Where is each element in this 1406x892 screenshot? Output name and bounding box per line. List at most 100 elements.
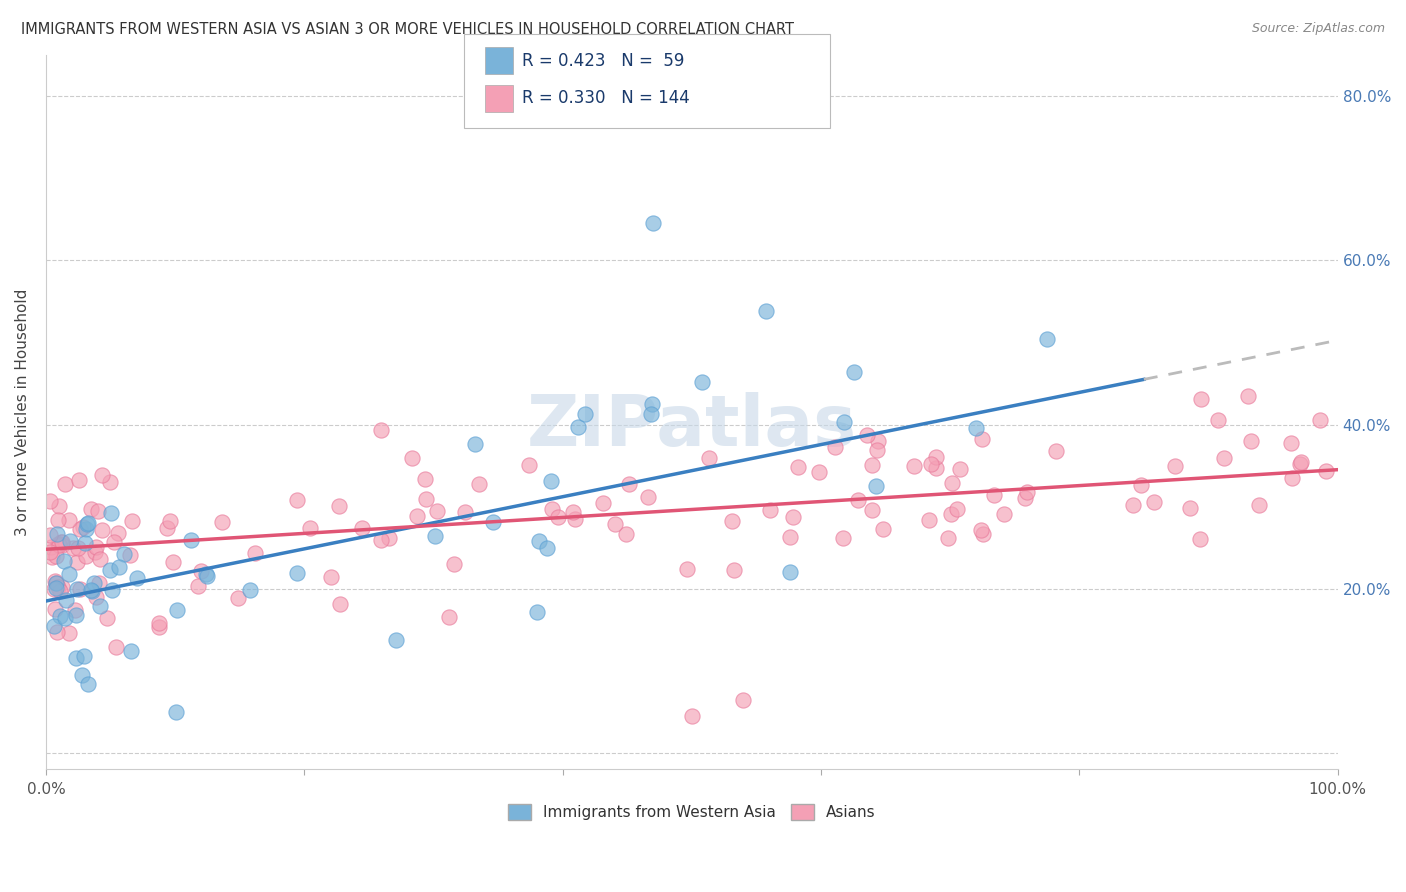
Point [592,496,614,510]
Point [58,567,80,582]
Point [45,581,67,595]
Point [865,479,887,493]
Point [972,527,994,541]
Point [46,625,69,640]
Point [936,531,959,545]
Point [641,397,664,411]
Point [44,602,66,616]
Point [66,541,89,555]
Point [58,625,80,640]
Point [423,529,446,543]
Point [920,457,942,471]
Point [925,450,948,465]
Point [824,440,846,454]
Text: R = 0.330   N = 144: R = 0.330 N = 144 [522,89,689,107]
Point [195,569,218,583]
Point [872,523,894,537]
Point [98,563,121,577]
Point [1279,435,1302,450]
Point [73,536,96,550]
Point [329,597,352,611]
Point [1122,498,1144,512]
Point [49,583,72,598]
Point [42,619,65,633]
Point [831,531,853,545]
Point [285,492,308,507]
Point [415,492,437,507]
Point [180,533,202,548]
Point [903,458,925,473]
Point [165,705,187,719]
Point [378,531,401,545]
Point [1189,392,1212,406]
Point [51,538,73,552]
Point [66,582,89,596]
Point [405,508,427,523]
Point [77,516,100,531]
Point [72,649,94,664]
Point [187,579,209,593]
Point [159,514,181,528]
Point [75,522,97,536]
Point [39,541,62,555]
Point [67,473,90,487]
Point [759,502,782,516]
Point [723,563,745,577]
Point [529,534,551,549]
Point [84,541,107,555]
Point [1017,484,1039,499]
Point [352,521,374,535]
Point [53,477,76,491]
Point [75,549,97,563]
Point [79,502,101,516]
Point [946,502,969,516]
Point [226,591,249,605]
Point [72,520,94,534]
Point [80,582,103,597]
Point [98,475,121,489]
Y-axis label: 3 or more Vehicles in Household: 3 or more Vehicles in Household [15,288,30,536]
Point [401,450,423,465]
Point [91,523,114,537]
Point [1281,471,1303,485]
Point [39,494,62,508]
Point [676,562,699,576]
Point [51,534,73,549]
Point [125,571,148,585]
Point [53,554,76,568]
Point [370,423,392,437]
Point [1212,450,1234,465]
Point [640,407,662,421]
Point [84,590,107,604]
Point [370,533,392,548]
Point [48,537,70,551]
Point [541,501,564,516]
Point [1036,332,1059,346]
Point [1014,491,1036,505]
Legend: Immigrants from Western Asia, Asians: Immigrants from Western Asia, Asians [502,797,882,826]
Point [49,608,72,623]
Point [69,582,91,596]
Point [733,692,755,706]
Point [786,459,808,474]
Point [637,490,659,504]
Point [1164,458,1187,473]
Point [100,506,122,520]
Point [69,523,91,537]
Point [148,615,170,630]
Point [468,477,491,491]
Point [105,640,128,654]
Point [949,461,972,475]
Point [860,458,883,472]
Point [779,531,801,545]
Point [697,450,720,465]
Point [46,536,69,550]
Point [860,503,883,517]
Point [58,512,80,526]
Point [1129,478,1152,492]
Point [720,514,742,528]
Point [941,507,963,521]
Point [76,517,98,532]
Point [681,709,703,723]
Point [45,549,67,563]
